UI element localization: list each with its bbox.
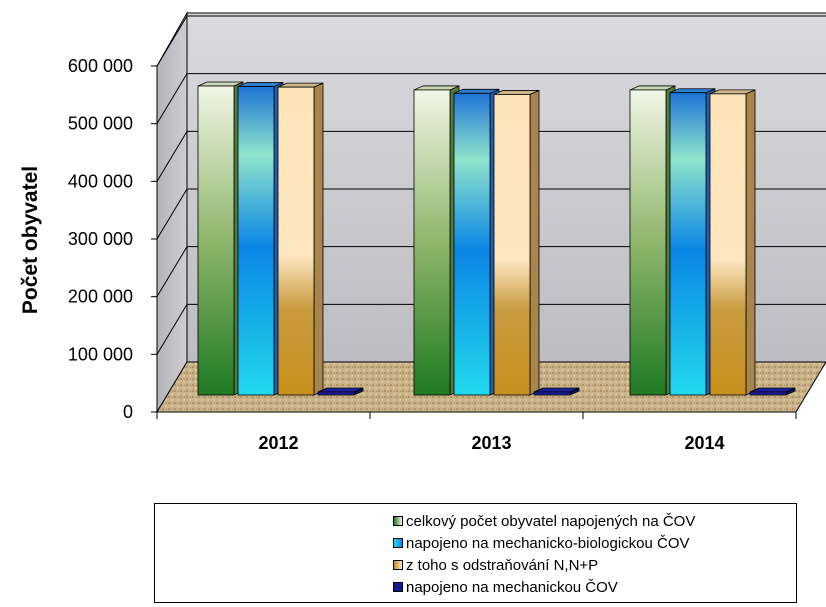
- gridline-side: [156, 304, 188, 355]
- legend-label: celkový počet obyvatel napojených na ČOV: [406, 512, 696, 530]
- bar: [533, 387, 580, 396]
- category-labels: 2012 2013 2014: [258, 433, 724, 453]
- y-ticks: [151, 65, 157, 413]
- legend-item: napojeno na mechanicko-biologickou ČOV: [393, 532, 796, 554]
- gridline-side: [156, 131, 188, 182]
- bar: [629, 85, 676, 396]
- x-ticks: [156, 412, 797, 419]
- legend-item: napojeno na mechanickou ČOV: [393, 576, 796, 598]
- legend-item: z toho s odstraňování N,N+P: [393, 554, 796, 576]
- side-wall: [156, 11, 188, 414]
- bar: [453, 88, 500, 396]
- gridline-side: [156, 246, 188, 297]
- bar: [709, 89, 756, 396]
- legend-swatch: [393, 538, 403, 548]
- legend-swatch: [393, 516, 403, 526]
- bar: [317, 387, 364, 396]
- gridline-side: [156, 188, 188, 240]
- legend-swatch: [393, 560, 403, 570]
- legend-swatch: [393, 582, 403, 592]
- gridline-side: [156, 73, 188, 124]
- legend-item: celkový počet obyvatel napojených na ČOV: [393, 510, 796, 532]
- y-tick-label: 300 000: [68, 229, 133, 249]
- y-tick-label: 600 000: [68, 56, 133, 76]
- category-label: 2012: [258, 433, 298, 453]
- y-tick-labels: 0 100 000 200 000 300 000 400 000 500 000 600 …: [68, 56, 133, 422]
- bar: [413, 85, 460, 396]
- y-tick-label: 500 000: [68, 114, 133, 134]
- y-tick-label: 0: [123, 402, 133, 422]
- y-tick-label: 200 000: [68, 287, 133, 307]
- bar: [493, 89, 540, 396]
- legend-label: napojeno na mechanickou ČOV: [406, 578, 618, 596]
- bar: [277, 82, 324, 396]
- legend: celkový počet obyvatel napojených na ČOV…: [154, 503, 797, 603]
- y-axis-label: Počet obyvatel: [19, 166, 42, 314]
- legend-list: celkový počet obyvatel napojených na ČOV…: [155, 504, 796, 598]
- legend-label: z toho s odstraňování N,N+P: [406, 556, 599, 574]
- category-label: 2013: [471, 433, 511, 453]
- bar: [669, 88, 716, 396]
- gridline-side: [156, 15, 188, 67]
- bars: [197, 81, 796, 396]
- bar: [197, 81, 244, 396]
- chart: 0 100 000 200 000 300 000 400 000 500 000 600 …: [19, 11, 826, 453]
- legend-label: napojeno na mechanicko-biologickou ČOV: [406, 534, 690, 552]
- bar: [237, 81, 284, 396]
- category-label: 2014: [684, 433, 724, 453]
- y-tick-label: 100 000: [68, 344, 133, 364]
- bar: [749, 387, 796, 396]
- y-tick-label: 400 000: [68, 171, 133, 191]
